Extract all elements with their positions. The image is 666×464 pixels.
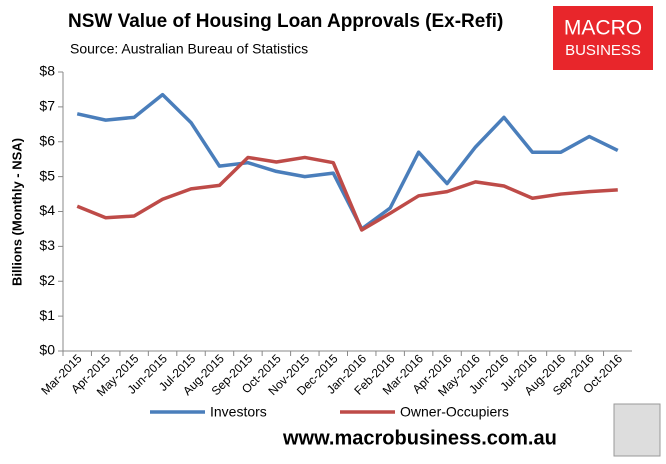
series-line	[76, 92, 619, 231]
y-tick-label: $1	[39, 307, 55, 323]
chart-subtitle: Source: Australian Bureau of Statistics	[70, 41, 308, 57]
brand-text: BUSINESS	[565, 42, 641, 59]
y-tick-label: $3	[39, 237, 55, 253]
legend-label: Investors	[210, 404, 267, 420]
y-tick-label: $2	[39, 272, 55, 288]
y-tick-label: $8	[39, 63, 55, 79]
y-axis-label: Billions (Monthly - NSA)	[9, 138, 24, 286]
y-tick-label: $6	[39, 132, 55, 148]
brand-logo	[553, 6, 653, 70]
y-tick-label: $7	[39, 98, 55, 114]
chart-title: NSW Value of Housing Loan Approvals (Ex-…	[68, 11, 503, 32]
fox-icon	[613, 403, 661, 457]
legend-label: Owner-Occupiers	[400, 404, 509, 420]
y-tick-label: $4	[39, 202, 55, 218]
brand-text: MACRO	[564, 17, 642, 40]
y-tick-label: $5	[39, 167, 55, 183]
website: www.macrobusiness.com.au	[282, 427, 557, 449]
series-line	[76, 155, 618, 232]
y-tick-label: $0	[39, 342, 55, 358]
